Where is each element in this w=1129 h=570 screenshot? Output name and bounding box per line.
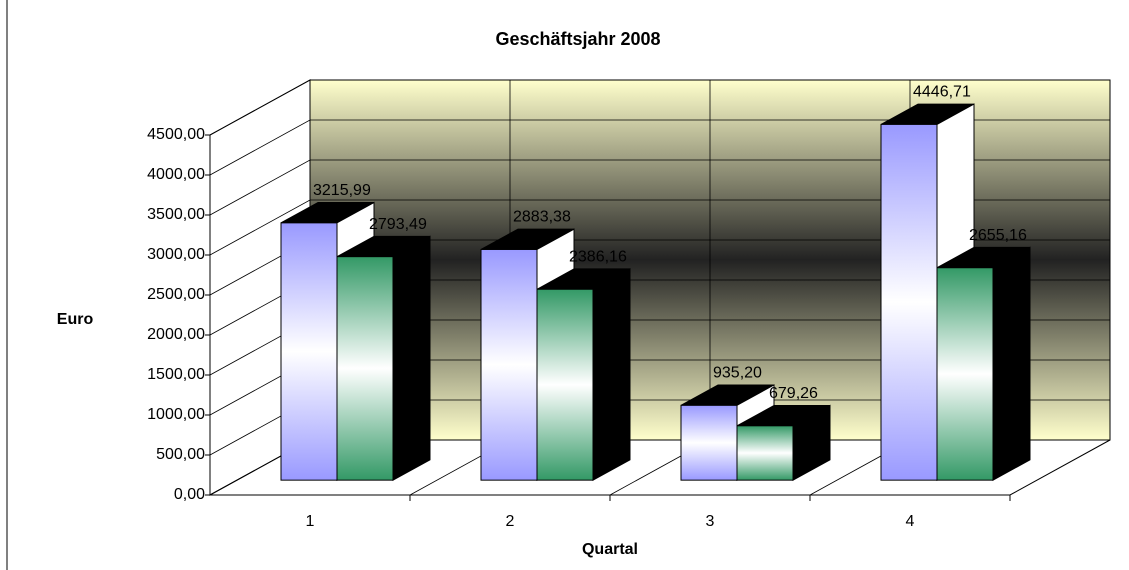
grid-line (209, 159, 1110, 216)
grid-line (209, 79, 1110, 136)
value-label: 935,20 (713, 365, 762, 382)
value-label: 2883,38 (513, 209, 571, 226)
x-axis-label: Quartal (582, 541, 638, 558)
bar-side (992, 246, 1031, 481)
y-tick-label: 4500,00 (147, 126, 205, 143)
bar (480, 248, 538, 481)
chart-title: Geschäftsjahr 2008 (495, 29, 660, 49)
x-tick-label: 3 (706, 513, 715, 530)
x-tick-label: 2 (506, 513, 515, 530)
bar (680, 404, 738, 481)
bar (280, 222, 338, 481)
bar (880, 123, 938, 481)
grid-line (209, 119, 1110, 176)
y-axis-label: Euro (57, 311, 94, 328)
value-label: 2793,49 (369, 216, 427, 233)
bar (736, 425, 794, 481)
y-tick-label: 500,00 (156, 446, 205, 463)
y-tick-label: 2000,00 (147, 326, 205, 343)
bar (936, 267, 994, 481)
bar (536, 288, 594, 481)
y-tick-label: 1000,00 (147, 406, 205, 423)
y-tick-label: 3500,00 (147, 206, 205, 223)
y-tick-label: 0,00 (174, 486, 205, 503)
y-tick-label: 2500,00 (147, 286, 205, 303)
x-tick-label: 1 (306, 513, 315, 530)
value-label: 4446,71 (913, 84, 971, 101)
value-label: 679,26 (769, 385, 818, 402)
value-label: 3215,99 (313, 182, 371, 199)
value-label: 2655,16 (969, 227, 1027, 244)
y-tick-label: 3000,00 (147, 246, 205, 263)
grid-line (209, 199, 1110, 256)
y-tick-label: 1500,00 (147, 366, 205, 383)
x-tick-label: 4 (906, 513, 915, 530)
bar-side (592, 268, 631, 481)
value-label: 2386,16 (569, 248, 627, 265)
bar-side (392, 235, 431, 481)
bar (336, 256, 394, 481)
y-tick-label: 4000,00 (147, 166, 205, 183)
